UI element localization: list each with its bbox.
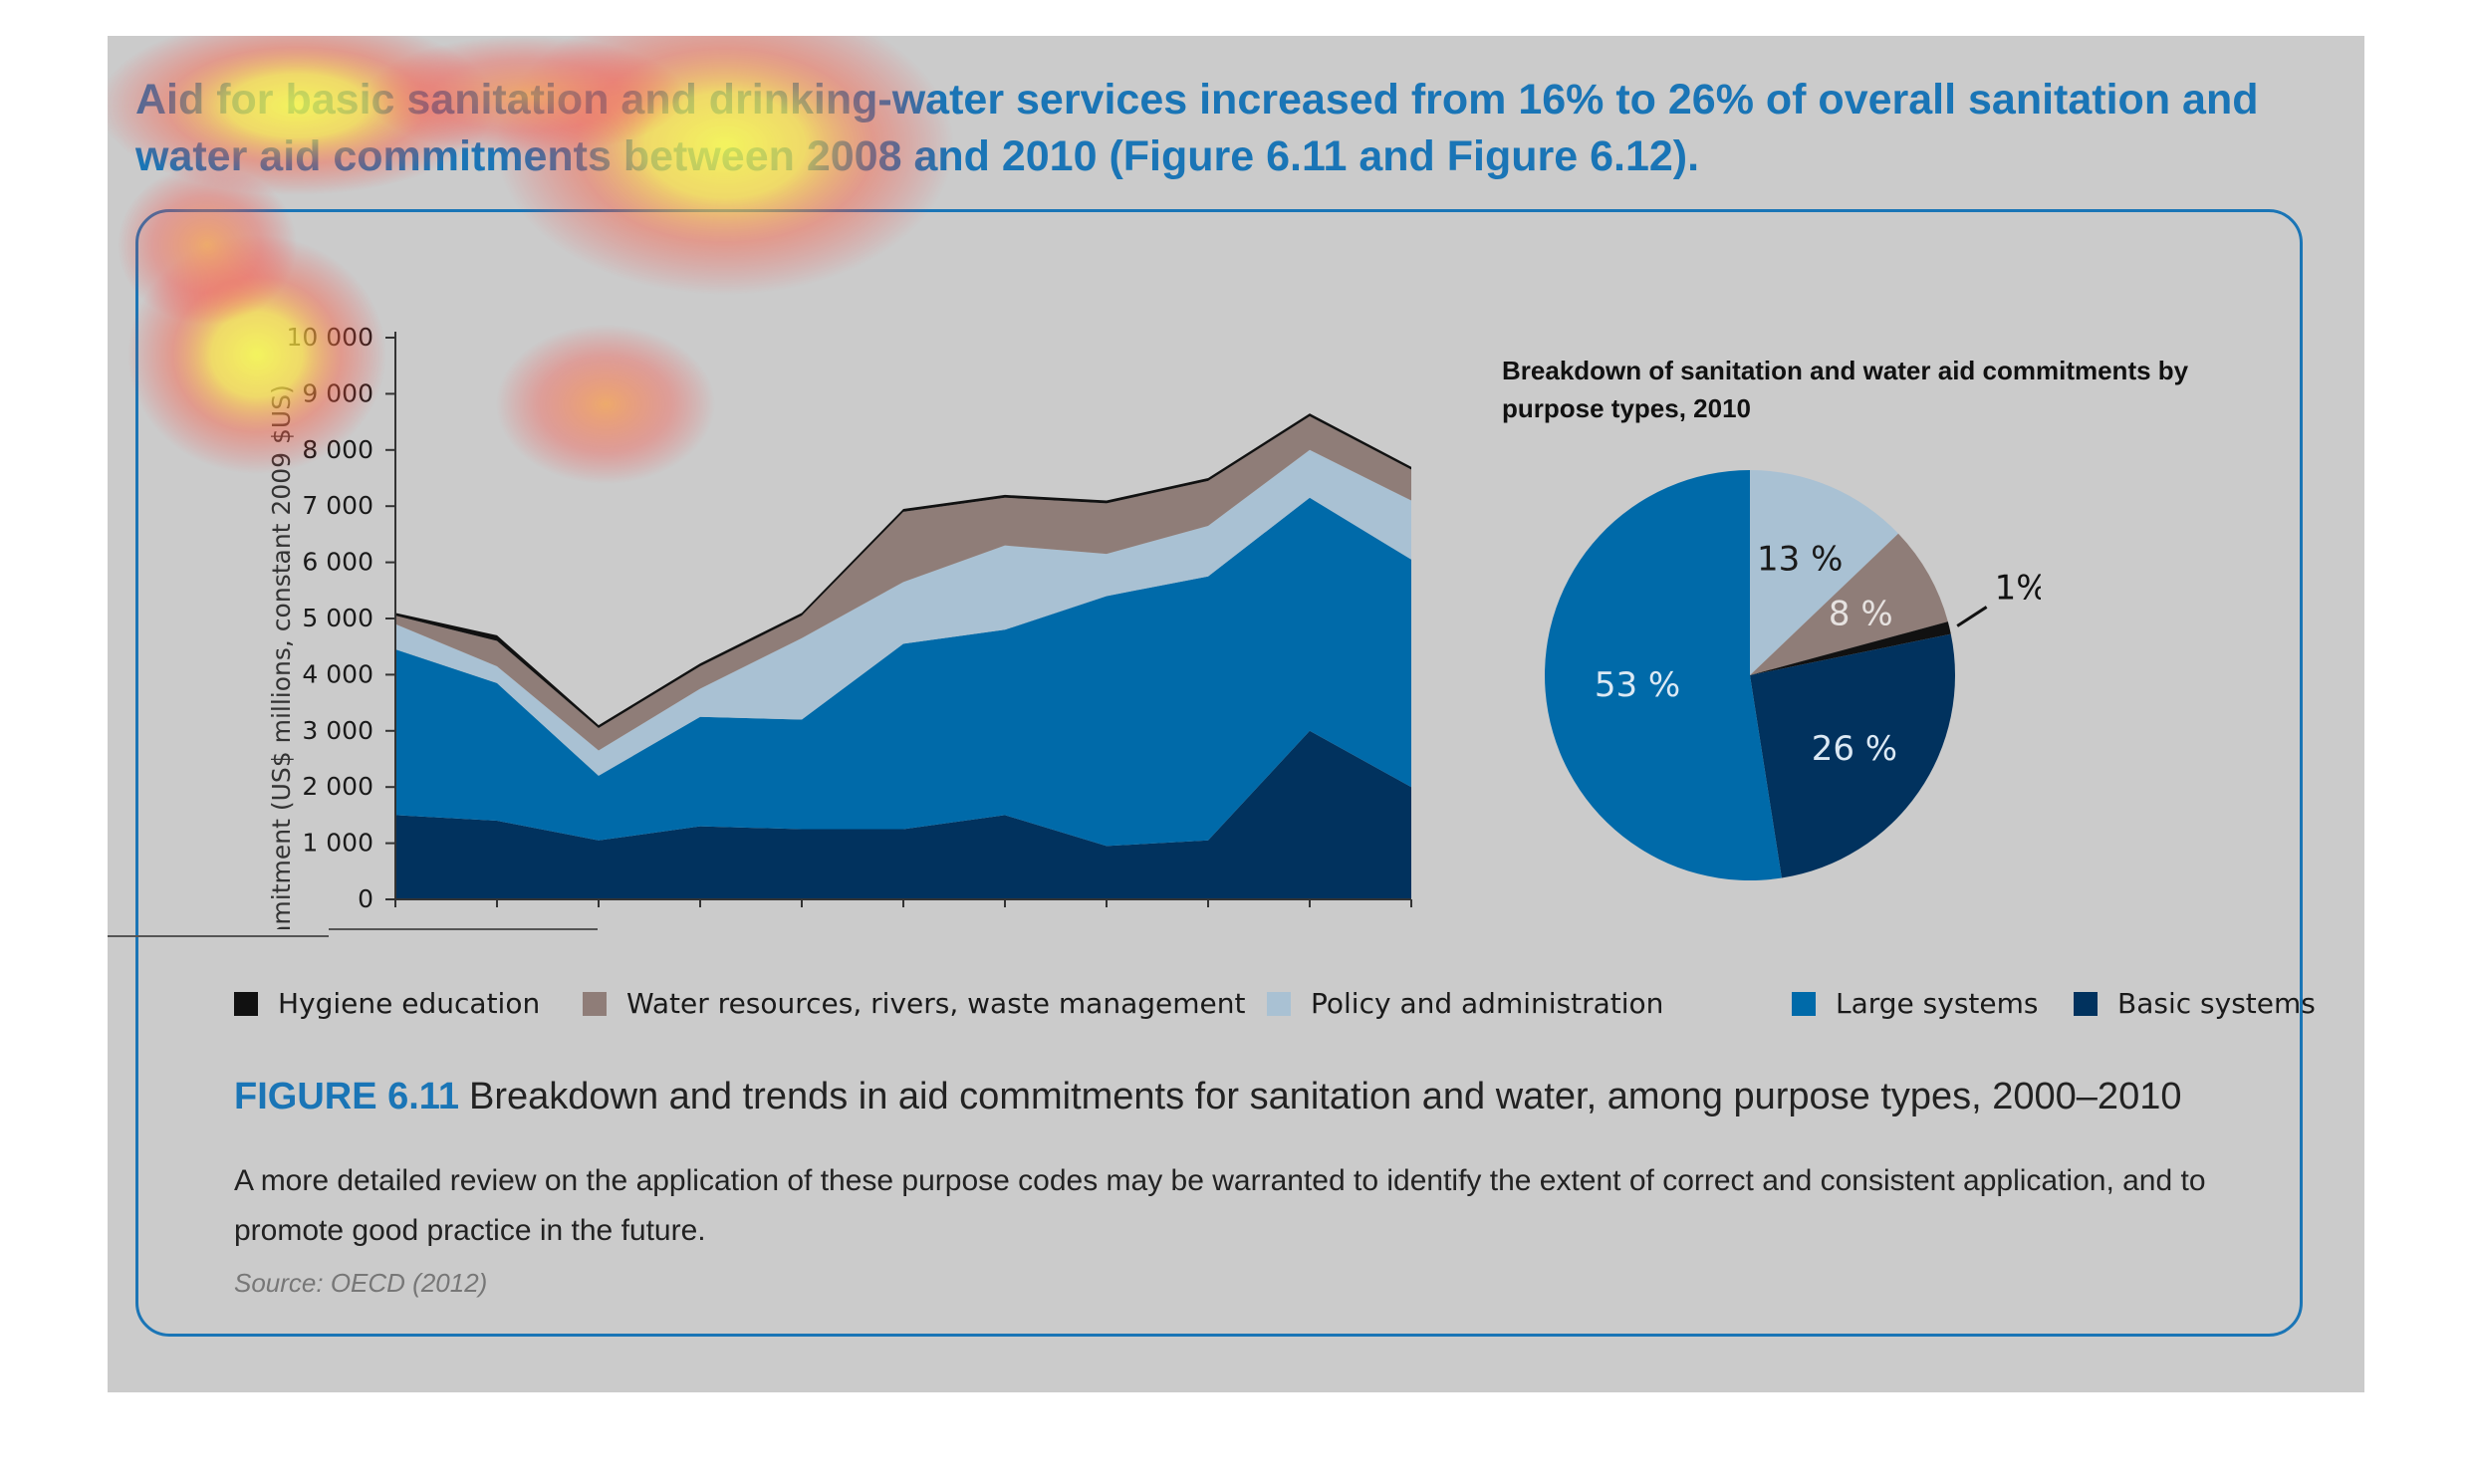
x-tick-label: 2000 (362, 925, 430, 929)
legend-item: Large systems (1792, 987, 2039, 1020)
chart-legend: Hygiene education Water resources, rivers… (234, 987, 2316, 1027)
y-tick-label: 5 000 (302, 604, 373, 632)
y-tick-label: 4 000 (302, 659, 373, 688)
figure-number: FIGURE 6.11 (234, 1076, 459, 1117)
x-tick-label: 2007 (1073, 925, 1141, 929)
pie-slice-basic-systems (1750, 633, 1955, 878)
area-series-large-systems (395, 497, 1411, 847)
x-tick-label: 2003 (666, 925, 735, 929)
area-series-hygiene-education (395, 413, 1411, 728)
x-tick-label: 2010 (1377, 925, 1446, 929)
y-tick-label: 10 000 (287, 323, 373, 352)
figure-page: Aid for basic sanitation and drinking-wa… (108, 36, 2364, 1392)
x-tick-label: 2009 (1276, 925, 1345, 929)
legend-swatch (2074, 991, 2098, 1016)
y-axis-label: Aid commitment (US$ millions, constant 2… (267, 384, 296, 929)
stray-rule-left (108, 935, 329, 937)
stray-rule-right (329, 928, 598, 930)
legend-swatch (1267, 991, 1291, 1016)
y-tick-label: 3 000 (302, 716, 373, 745)
y-tick-label: 7 000 (302, 491, 373, 520)
figure-caption-text: Breakdown and trends in aid commitments … (468, 1076, 2182, 1117)
pie-label: 26 % (1812, 729, 1897, 769)
pie-slice-water-resources-rivers-waste-management (1750, 533, 1948, 675)
pie-label: 13 % (1757, 540, 1843, 580)
chart-axes (385, 332, 1412, 907)
y-tick-label: 8 000 (302, 435, 373, 464)
x-tick-labels: 2000 2001 2002 2003 2004 2005 2006 2007 2008 2009… (362, 925, 1446, 929)
y-tick-label: 1 000 (302, 829, 373, 858)
area-series-basic-systems (395, 730, 1411, 899)
x-tick-label: 2005 (869, 925, 938, 929)
legend-item: Hygiene education (234, 987, 540, 1020)
legend-label: Hygiene education (278, 987, 541, 1020)
figure-panel: 0 1 000 2 000 3 000 4 000 5 000 6 000 7 000 8 00… (135, 209, 2316, 1337)
legend-label: Large systems (1836, 987, 2039, 1020)
y-tick-label: 9 000 (302, 378, 373, 407)
area-series-policy-and-administration (395, 449, 1411, 776)
x-tick-label: 2002 (565, 925, 633, 929)
x-tick-label: 2006 (971, 925, 1040, 929)
headline-text: Aid for basic sanitation and drinking-wa… (135, 76, 2259, 180)
legend-label: Water resources, rivers, waste managemen… (626, 987, 1246, 1020)
y-tick-label: 0 (358, 884, 373, 913)
x-tick-label: 2008 (1174, 925, 1243, 929)
pie-chart-title: Breakdown of sanitation and water aid co… (1502, 356, 2189, 423)
figure-description: A more detailed review on the applicatio… (234, 1164, 2206, 1247)
pie-label: 8 % (1829, 594, 1893, 633)
legend-label: Policy and administration (1311, 987, 1664, 1020)
area-series-water-resources-rivers-waste-management (395, 415, 1411, 751)
legend-item: Basic systems (2074, 987, 2316, 1020)
legend-swatch (1792, 991, 1816, 1016)
stacked-area-chart: 0 1 000 2 000 3 000 4 000 5 000 6 000 7 000 8 00… (267, 323, 1446, 929)
pie-slice-large-systems (1545, 470, 1782, 880)
legend-label: Basic systems (2117, 987, 2316, 1020)
y-tick-label: 2 000 (302, 772, 373, 801)
pie-chart: 13 % 8 % 1% 26 % 53 % (1545, 470, 2041, 880)
y-tick-labels: 0 1 000 2 000 3 000 4 000 5 000 6 000 7 000 8 00… (287, 323, 373, 913)
x-tick-label: 2004 (768, 925, 837, 929)
legend-item: Water resources, rivers, waste managemen… (583, 987, 1245, 1020)
pie-slice-hygiene-education (1750, 621, 1951, 675)
pie-labels: 13 % 8 % 1% 26 % 53 % (1595, 540, 2041, 769)
pie-slice-policy-and-administration (1750, 470, 1899, 675)
legend-swatch (583, 991, 607, 1016)
area-layers (395, 413, 1411, 899)
pie-label: 1% (1995, 568, 2041, 608)
pie-slices (1545, 470, 1955, 880)
x-tick-label: 2001 (463, 925, 532, 929)
pie-label: 53 % (1595, 665, 1680, 705)
legend-swatch (234, 991, 258, 1016)
pie-leader-line (1956, 606, 1988, 627)
source-note: Source: OECD (2012) (234, 1268, 488, 1298)
y-tick-label: 6 000 (302, 548, 373, 577)
legend-item: Policy and administration (1267, 987, 1663, 1020)
figure-caption: FIGURE 6.11 Breakdown and trends in aid c… (234, 1073, 2286, 1120)
